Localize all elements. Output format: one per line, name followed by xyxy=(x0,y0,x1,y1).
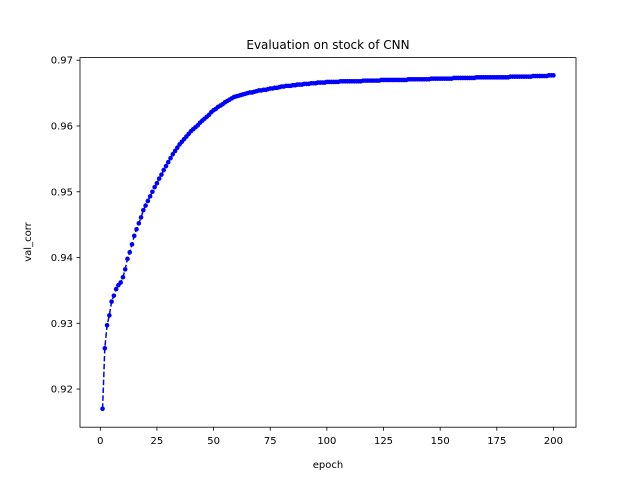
y-axis-label: val_corr xyxy=(23,221,34,261)
y-tick-label: 0.97 xyxy=(51,56,73,67)
data-point xyxy=(159,172,164,177)
data-point xyxy=(131,233,137,239)
x-tick-label: 200 xyxy=(544,436,563,447)
data-point xyxy=(118,280,123,285)
data-point xyxy=(152,184,157,190)
data-point xyxy=(138,215,144,220)
data-point xyxy=(141,207,146,213)
data-point xyxy=(168,155,173,161)
data-point xyxy=(136,221,142,226)
data-point xyxy=(104,322,110,328)
x-axis-label: epoch xyxy=(313,460,343,471)
data-point xyxy=(156,176,162,181)
data-point xyxy=(129,242,135,247)
data-point xyxy=(154,180,160,186)
data-point xyxy=(150,189,155,195)
data-point xyxy=(113,286,119,292)
x-tick-label: 100 xyxy=(317,436,336,447)
data-point xyxy=(551,73,556,78)
data-point xyxy=(175,145,180,150)
chart-title: Evaluation on stock of CNN xyxy=(246,38,409,52)
data-point xyxy=(161,167,167,173)
data-point xyxy=(109,299,114,304)
data-point xyxy=(120,274,126,280)
y-tick-label: 0.93 xyxy=(51,319,73,330)
data-point xyxy=(163,163,169,169)
x-tick-label: 175 xyxy=(487,436,506,447)
data-point xyxy=(145,198,151,204)
data-point xyxy=(122,267,128,272)
data-point xyxy=(134,226,139,232)
data-point xyxy=(147,194,153,199)
x-tick-label: 50 xyxy=(207,436,220,447)
data-point xyxy=(165,159,171,165)
y-tick-label: 0.94 xyxy=(51,253,73,264)
data-point xyxy=(127,249,133,255)
data-point xyxy=(170,151,176,157)
data-point xyxy=(125,256,130,262)
y-tick-label: 0.92 xyxy=(51,385,73,396)
data-point xyxy=(111,293,117,298)
data-point xyxy=(172,148,178,154)
x-tick-label: 150 xyxy=(431,436,450,447)
y-tick-label: 0.95 xyxy=(51,187,73,198)
data-point xyxy=(107,313,112,318)
y-tick-label: 0.96 xyxy=(51,121,73,132)
x-tick-label: 0 xyxy=(97,436,103,447)
x-tick-label: 75 xyxy=(264,436,277,447)
data-point xyxy=(102,345,108,351)
data-point xyxy=(100,406,105,412)
x-tick-label: 25 xyxy=(151,436,164,447)
x-tick-label: 125 xyxy=(374,436,393,447)
plot-frame xyxy=(79,57,577,428)
data-point xyxy=(143,203,148,208)
